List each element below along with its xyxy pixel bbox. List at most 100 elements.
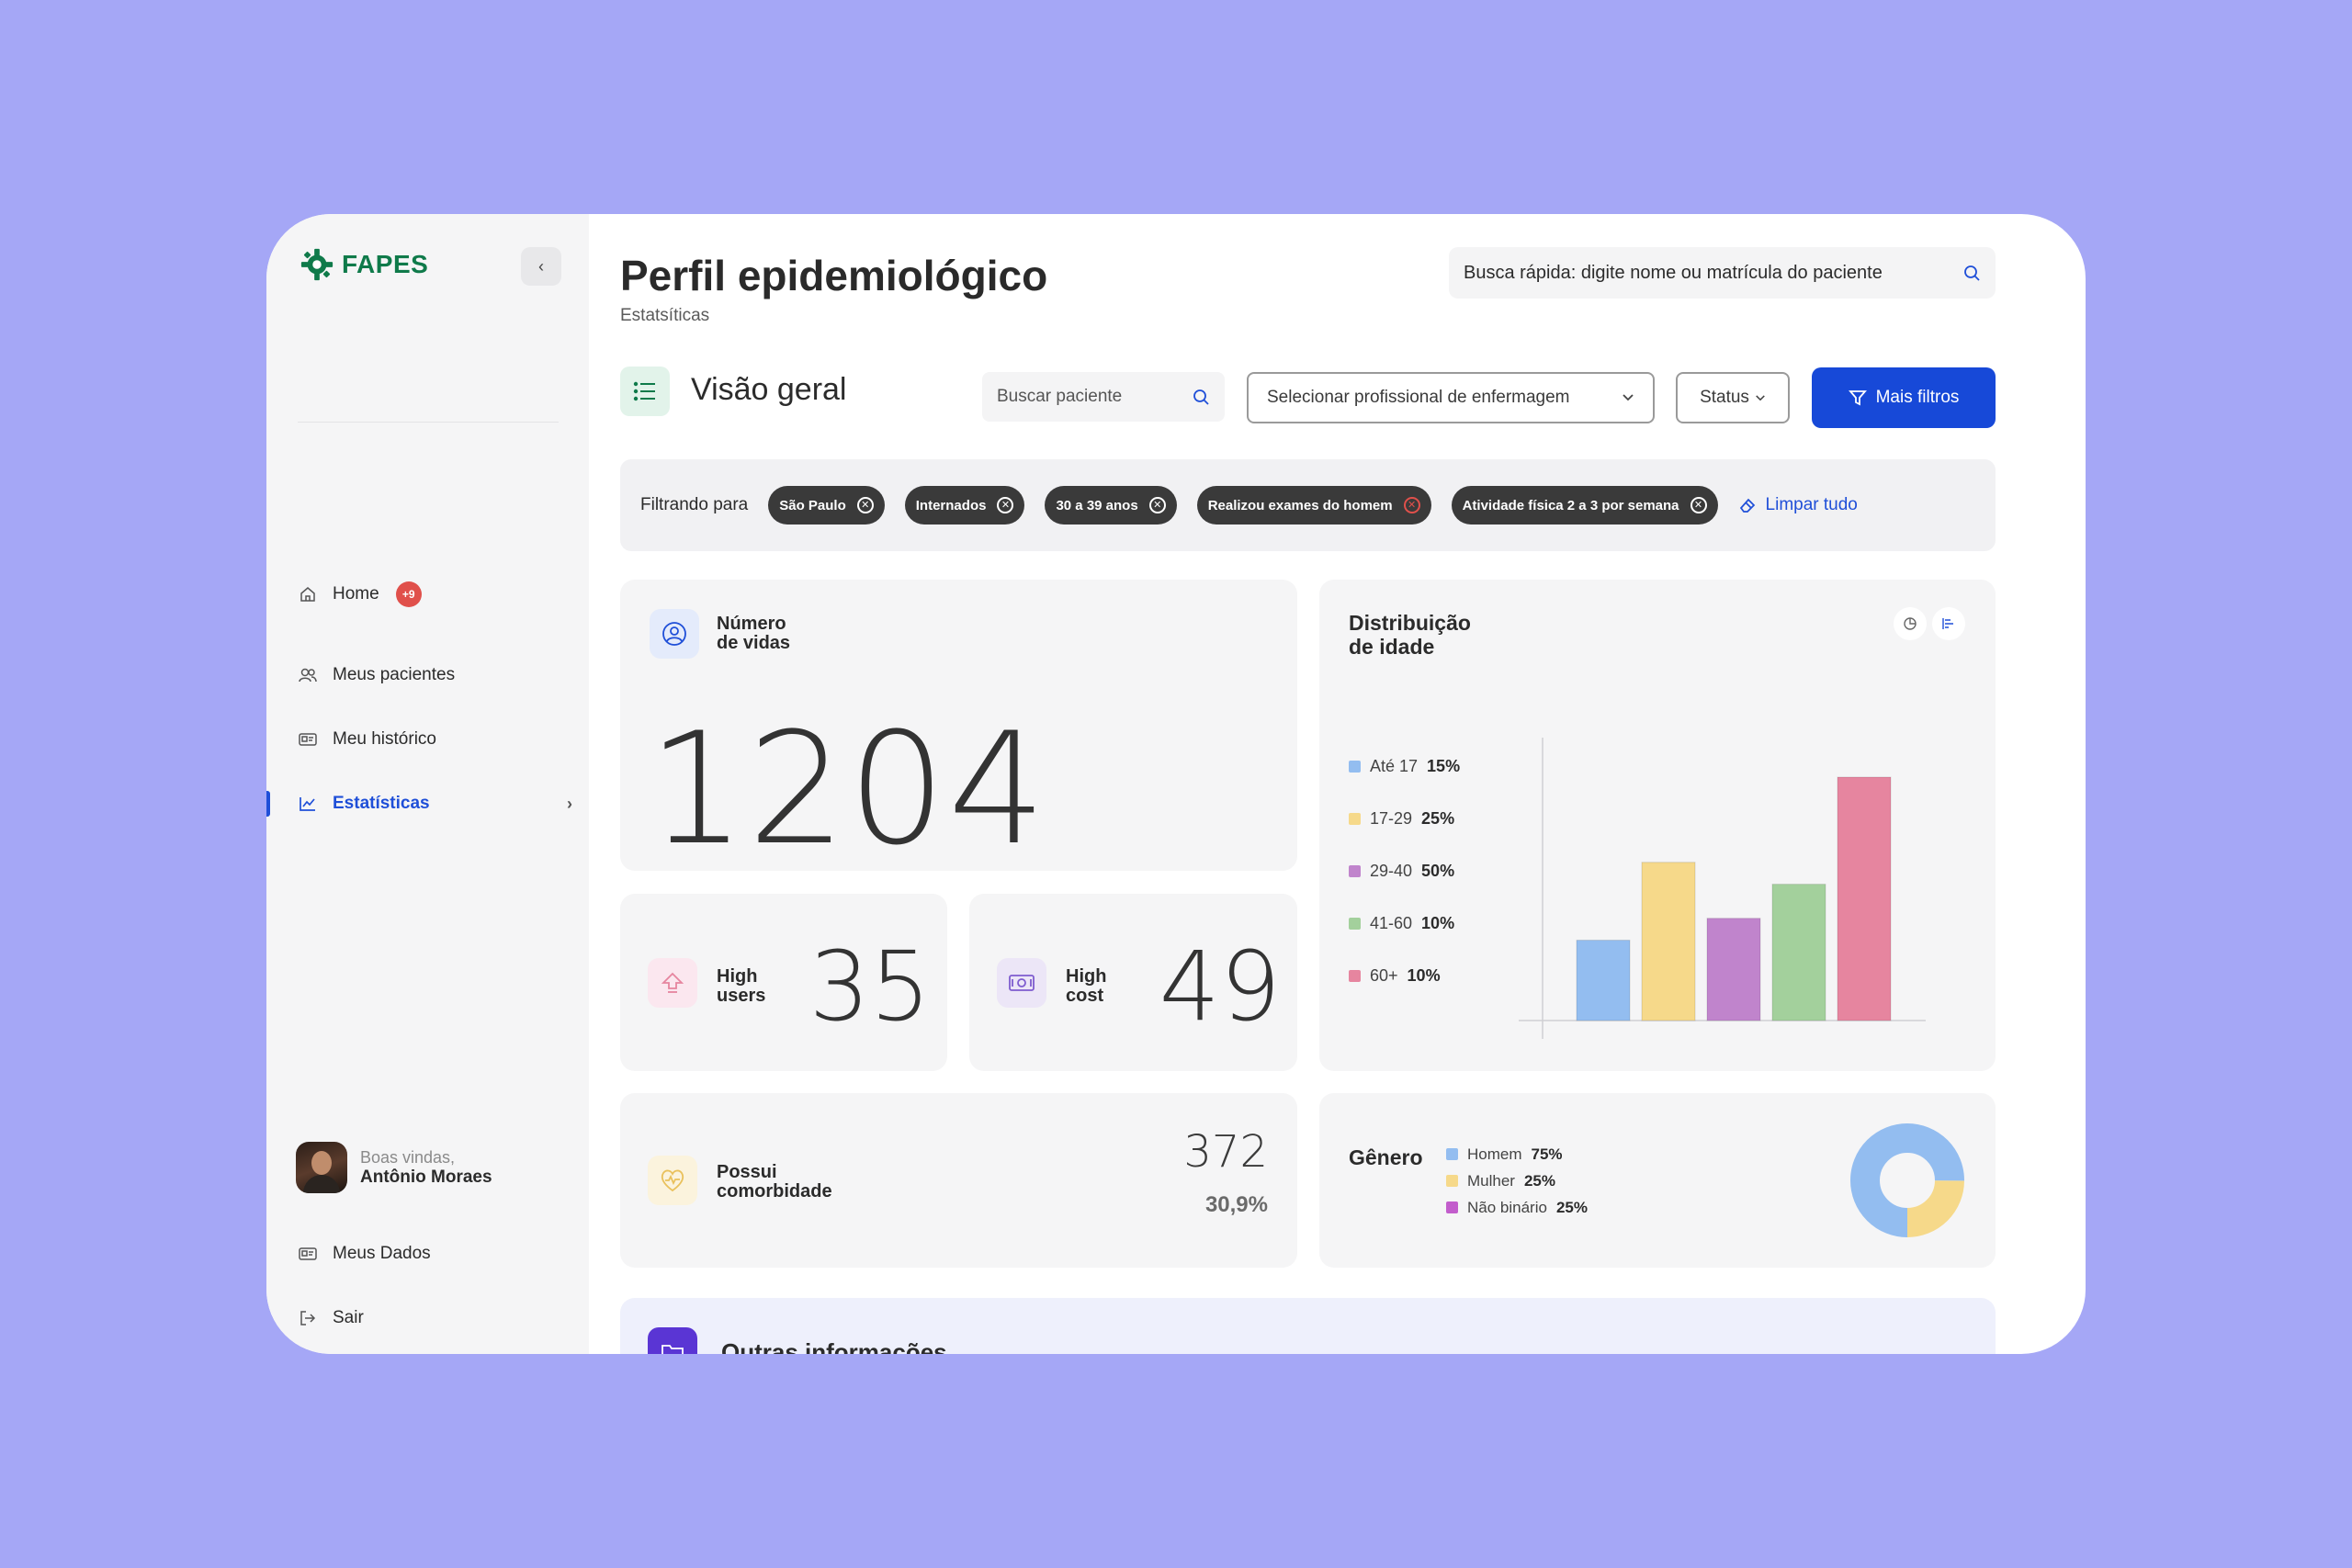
filter-label: Filtrando para (640, 495, 749, 514)
collapse-sidebar-button[interactable]: ‹ (521, 247, 561, 286)
sidebar-item-label: Home (333, 584, 379, 604)
sidebar-item-meus-pacientes[interactable]: Meus pacientes (266, 655, 589, 695)
filter-chip[interactable]: Atividade física 2 a 3 por semana ✕ (1451, 486, 1718, 525)
sidebar-item-meu-historico[interactable]: Meu histórico (266, 719, 589, 760)
user-greeting: Boas vindas, (360, 1147, 456, 1167)
search-patient-input[interactable]: Buscar paciente (982, 372, 1225, 422)
chevron-left-icon: ‹ (538, 256, 544, 276)
bar-at-17 (1576, 940, 1631, 1021)
legend-item: 17-29 25% (1349, 793, 1460, 845)
high-cost-card: High cost 49 (969, 894, 1297, 1071)
eraser-icon (1739, 498, 1755, 513)
sidebar-item-label: Sair (333, 1308, 364, 1327)
clear-all-button[interactable]: Limpar tudo (1738, 495, 1858, 515)
status-select[interactable]: Status (1676, 372, 1790, 423)
sidebar-item-home[interactable]: Home +9 (266, 574, 589, 615)
filter-chip[interactable]: Internados ✕ (904, 486, 1025, 525)
search-icon (1964, 265, 1980, 281)
sidebar-item-sair[interactable]: Sair (266, 1298, 589, 1338)
user-circle-icon (650, 609, 699, 659)
sidebar-item-label: Meus Dados (333, 1244, 431, 1263)
bar-41-60 (1771, 884, 1826, 1021)
chip-label: Internados (915, 497, 987, 513)
high-users-count: 35 (808, 931, 931, 1043)
legend-item: Não binário 25% (1446, 1194, 1588, 1221)
logo-text: FAPES (342, 250, 429, 278)
page-subtitle: Estatsíticas (620, 306, 710, 325)
search-patient-placeholder: Buscar paciente (997, 387, 1123, 406)
legend-swatch (1349, 970, 1361, 982)
quick-search-input[interactable]: Busca rápida: digite nome ou matrícula d… (1449, 247, 1996, 299)
legend-item: Homem 75% (1446, 1141, 1588, 1168)
legend-swatch (1349, 918, 1361, 930)
bar-60- (1837, 776, 1892, 1021)
filter-chip[interactable]: 30 a 39 anos ✕ (1045, 486, 1177, 525)
age-distribution-card: Distribuição de idade Até 17 15% 17-29 25% … (1319, 580, 1996, 1071)
user-profile[interactable]: Boas vindas, Antônio Moraes (296, 1142, 492, 1193)
card-label: Possui comorbidade (717, 1162, 832, 1201)
sidebar-item-estatisticas[interactable]: Estatísticas › (266, 784, 589, 824)
sidebar-item-label: Meus pacientes (333, 665, 456, 684)
main-content: Perfil epidemiológico Estatsíticas Busca… (589, 214, 2086, 1354)
comorbidity-count: 372 (1183, 1126, 1268, 1178)
status-select-label: Status (1700, 388, 1749, 407)
age-legend: Até 17 15% 17-29 25% 29-40 50% 41-60 10% 60+… (1349, 740, 1460, 1002)
gender-card: Gênero Homem 75% Mulher 25% Não binário 25% (1319, 1093, 1996, 1268)
filter-icon (1848, 390, 1867, 406)
legend-item: 29-40 50% (1349, 845, 1460, 897)
nurse-select-label: Selecionar profissional de enfermagem (1267, 388, 1570, 407)
legend-item: 41-60 10% (1349, 897, 1460, 950)
search-icon (1193, 389, 1209, 405)
arrow-up-icon (648, 958, 697, 1008)
chart-line-icon (298, 794, 318, 814)
card-label: Outras informações (721, 1338, 947, 1354)
close-icon[interactable]: ✕ (1403, 497, 1420, 513)
logout-icon (298, 1308, 318, 1328)
close-icon[interactable]: ✕ (1690, 497, 1707, 513)
card-label: High users (717, 966, 766, 1006)
logo-icon (300, 248, 334, 281)
id-card-icon (298, 729, 318, 750)
divider (298, 422, 559, 423)
more-filters-button[interactable]: Mais filtros (1812, 367, 1996, 428)
close-icon[interactable]: ✕ (856, 497, 874, 513)
slice-homem (1850, 1123, 1964, 1237)
sidebar-item-label: Estatísticas (333, 794, 430, 813)
filter-chip[interactable]: São Paulo ✕ (768, 486, 885, 525)
legend-swatch (1446, 1175, 1458, 1187)
filter-chip[interactable]: Realizou exames do homem ✕ (1196, 486, 1431, 525)
chip-label: Realizou exames do homem (1207, 497, 1393, 513)
chart-title: Distribuição de idade (1349, 611, 1471, 660)
legend-swatch (1349, 865, 1361, 877)
sidebar-item-label: Meu histórico (333, 729, 436, 749)
bar-29-40 (1706, 918, 1761, 1021)
other-info-card[interactable]: Outras informações (620, 1298, 1996, 1354)
close-icon[interactable]: ✕ (997, 497, 1014, 513)
more-filters-label: Mais filtros (1875, 388, 1960, 407)
chip-label: 30 a 39 anos (1056, 497, 1138, 513)
legend-item: 60+ 10% (1349, 950, 1460, 1002)
id-card-icon (298, 1244, 318, 1264)
high-users-card: High users 35 (620, 894, 947, 1071)
app-window: FAPES ‹ Home +9 Meus pacientes Meu histó… (266, 214, 2086, 1354)
list-icon (620, 367, 670, 416)
legend-swatch (1349, 761, 1361, 773)
sidebar: FAPES ‹ Home +9 Meus pacientes Meu histó… (266, 214, 589, 1354)
close-icon[interactable]: ✕ (1148, 497, 1166, 513)
user-name: Antônio Moraes (360, 1167, 492, 1187)
chevron-right-icon: › (567, 794, 572, 813)
clear-all-label: Limpar tudo (1765, 495, 1858, 514)
nurse-select[interactable]: Selecionar profissional de enfermagem (1247, 372, 1655, 423)
age-bar-chart (1519, 738, 1926, 1039)
pie-chart-toggle[interactable] (1894, 607, 1927, 640)
gender-legend: Homem 75% Mulher 25% Não binário 25% (1446, 1141, 1588, 1221)
chevron-down-icon (1756, 394, 1765, 400)
bar-chart-icon (1942, 618, 1953, 629)
sidebar-item-meus-dados[interactable]: Meus Dados (266, 1234, 589, 1274)
legend-swatch (1349, 813, 1361, 825)
lives-card: Número de vidas 1204 (620, 580, 1297, 879)
logo[interactable]: FAPES (300, 247, 428, 282)
section-title: Visão geral (691, 372, 847, 407)
bar-chart-toggle[interactable] (1932, 607, 1965, 640)
folder-icon (648, 1327, 697, 1354)
